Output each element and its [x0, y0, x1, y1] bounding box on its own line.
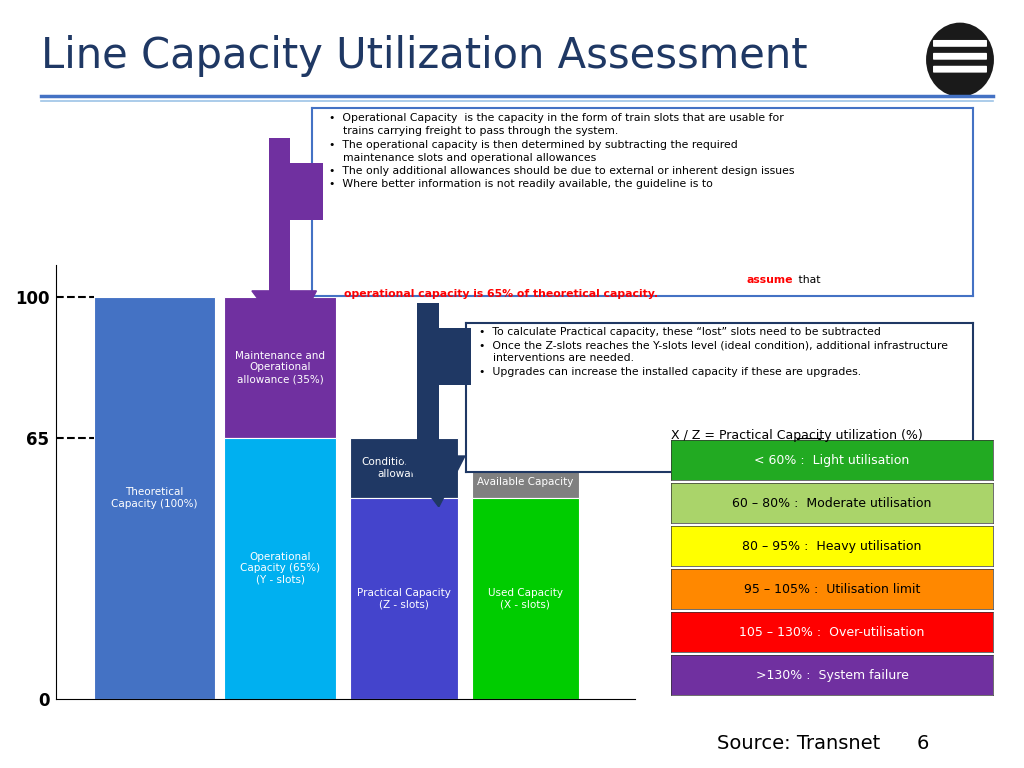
Text: 80 – 95% :  Heavy utilisation: 80 – 95% : Heavy utilisation — [742, 540, 922, 552]
Bar — [224, 297, 336, 438]
Text: Used Capacity
(X - slots): Used Capacity (X - slots) — [487, 588, 563, 609]
FancyBboxPatch shape — [933, 53, 987, 60]
Text: Practical Capacity
(Z - slots): Practical Capacity (Z - slots) — [357, 588, 451, 609]
Text: >130% :  System failure: >130% : System failure — [756, 669, 908, 681]
FancyArrow shape — [783, 438, 835, 474]
FancyBboxPatch shape — [933, 66, 987, 73]
Bar — [472, 466, 579, 498]
Bar — [418, 328, 471, 385]
Text: 95 – 105% :  Utilisation limit: 95 – 105% : Utilisation limit — [743, 583, 921, 595]
Text: 6: 6 — [916, 733, 929, 753]
Bar — [268, 138, 291, 291]
Text: •  Operational Capacity  is the capacity in the form of train slots that are usa: • Operational Capacity is the capacity i… — [329, 113, 795, 189]
Bar — [268, 163, 323, 220]
Text: < 60% :  Light utilisation: < 60% : Light utilisation — [755, 454, 909, 466]
Bar — [224, 438, 336, 699]
Bar — [418, 303, 439, 456]
Text: Operational
Capacity (65%)
(Y - slots): Operational Capacity (65%) (Y - slots) — [241, 551, 321, 585]
Text: operational capacity is 65% of theoretical capacity.: operational capacity is 65% of theoretic… — [329, 289, 658, 299]
Text: •  To calculate Practical capacity, these “lost” slots need to be subtracted
•  : • To calculate Practical capacity, these… — [478, 327, 947, 376]
Ellipse shape — [926, 22, 994, 97]
Text: Theoretical
Capacity (100%): Theoretical Capacity (100%) — [111, 487, 198, 508]
Text: 105 – 130% :  Over-utilisation: 105 – 130% : Over-utilisation — [739, 626, 925, 638]
Text: Line Capacity Utilization Assessment: Line Capacity Utilization Assessment — [41, 35, 808, 77]
Text: assume: assume — [746, 276, 793, 286]
Text: Available Capacity: Available Capacity — [477, 477, 573, 487]
FancyBboxPatch shape — [933, 40, 987, 47]
Bar — [472, 498, 579, 699]
Bar — [350, 438, 458, 498]
Bar — [93, 297, 215, 699]
Polygon shape — [400, 456, 465, 507]
Text: X / Z = Practical Capacity utilization (%): X / Z = Practical Capacity utilization (… — [671, 429, 923, 442]
Text: 60 – 80% :  Moderate utilisation: 60 – 80% : Moderate utilisation — [732, 497, 932, 509]
Bar — [350, 498, 458, 699]
Text: Condition-based
allowance: Condition-based allowance — [361, 457, 446, 478]
Text: that: that — [795, 276, 820, 286]
Polygon shape — [252, 291, 316, 342]
Text: Maintenance and
Operational
allowance (35%): Maintenance and Operational allowance (3… — [236, 351, 326, 384]
Text: Source: Transnet: Source: Transnet — [717, 733, 880, 753]
